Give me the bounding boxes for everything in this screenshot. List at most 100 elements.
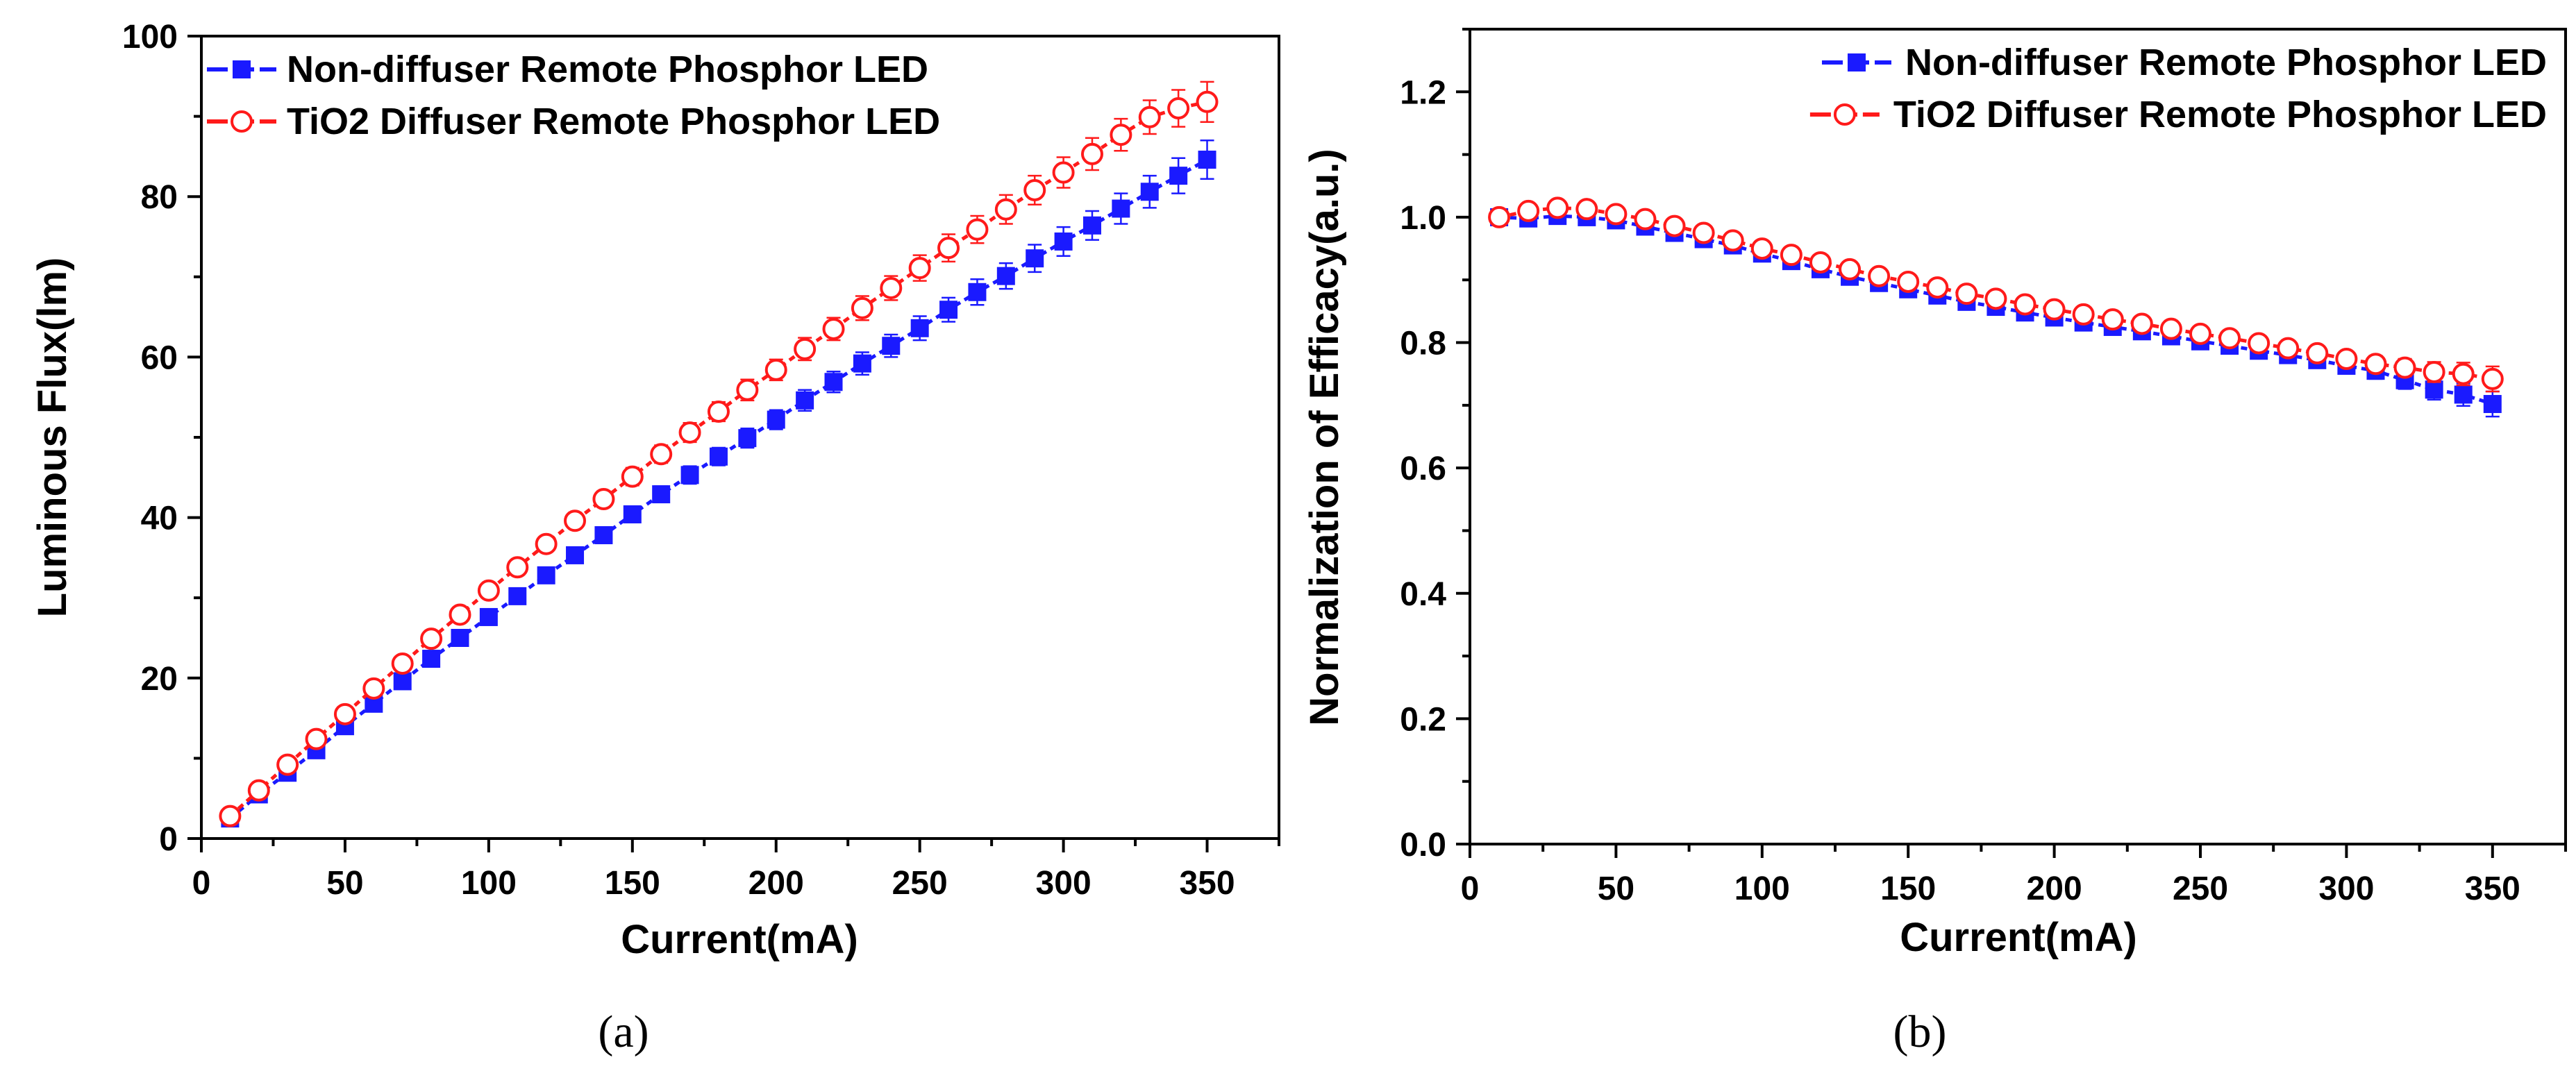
data-point xyxy=(623,505,642,523)
data-point xyxy=(910,319,929,337)
data-point xyxy=(362,677,385,700)
data-point xyxy=(1575,198,1598,221)
data-point xyxy=(564,509,587,532)
data-point xyxy=(767,410,785,429)
series-tio2-diffuser xyxy=(219,81,1219,827)
data-point xyxy=(1897,270,1920,293)
data-point xyxy=(2452,362,2475,385)
data-point xyxy=(1169,167,1188,185)
x-tick-label: 350 xyxy=(1179,865,1235,902)
x-tick-label: 0 xyxy=(192,865,211,902)
data-point xyxy=(449,603,471,626)
series-tio2-diffuser xyxy=(1488,196,2504,393)
series-non-diffuser xyxy=(1490,207,2502,418)
data-point xyxy=(650,443,673,466)
data-point xyxy=(2306,342,2329,364)
x-tick-label: 200 xyxy=(2027,870,2082,907)
legend-marker xyxy=(1833,103,1856,126)
data-point xyxy=(2483,395,2502,414)
data-point xyxy=(822,317,845,340)
x-tick-label: 100 xyxy=(1734,870,1790,907)
legend-marker xyxy=(1847,53,1866,71)
plot-frame xyxy=(1469,28,2567,845)
x-tick-label: 100 xyxy=(461,865,517,902)
data-point xyxy=(794,337,817,360)
data-point xyxy=(219,805,242,827)
data-point xyxy=(851,296,873,319)
data-point xyxy=(2043,298,2066,321)
y-tick-label: 0.2 xyxy=(1400,701,1446,738)
data-point xyxy=(247,779,270,802)
data-point xyxy=(652,485,671,504)
panel-caption: (a) xyxy=(598,1007,649,1057)
data-point xyxy=(824,373,843,391)
data-point xyxy=(1634,208,1657,230)
data-point xyxy=(2425,380,2443,399)
data-point xyxy=(1110,124,1132,146)
data-point xyxy=(796,391,814,410)
data-point xyxy=(2218,327,2241,350)
x-axis-title: Current(mA) xyxy=(621,917,858,962)
y-tick-label: 0.6 xyxy=(1400,450,1446,487)
data-point xyxy=(594,526,613,545)
data-point xyxy=(1052,161,1075,184)
data-point xyxy=(1750,237,1773,260)
data-point xyxy=(1663,214,1686,237)
data-point xyxy=(276,753,299,776)
data-point xyxy=(1488,205,1511,228)
data-point xyxy=(966,218,989,241)
data-point xyxy=(968,283,987,301)
y-tick-label: 1.0 xyxy=(1400,200,1446,237)
data-point xyxy=(880,276,903,299)
data-point xyxy=(939,301,958,319)
y-tick-label: 40 xyxy=(141,500,178,537)
chart-panel-a: 0 50 100 150 200 250 300 350 0 20 40 60 80 100 Current… xyxy=(30,19,1280,1057)
x-tick-label: 150 xyxy=(605,865,660,902)
data-point xyxy=(736,378,759,401)
data-point xyxy=(1926,276,1949,299)
y-tick-label: 0 xyxy=(159,821,178,858)
data-point xyxy=(621,465,644,488)
panel-caption: (b) xyxy=(1893,1007,1947,1057)
data-point xyxy=(391,652,414,675)
data-point xyxy=(1692,221,1715,244)
x-tick-label: 150 xyxy=(1880,870,1936,907)
data-point xyxy=(535,532,558,555)
y-tick-label: 60 xyxy=(141,339,178,376)
data-point xyxy=(707,401,730,423)
data-point xyxy=(479,607,498,626)
y-tick-label: 0.8 xyxy=(1400,326,1446,362)
data-point xyxy=(537,566,555,584)
legend-marker xyxy=(231,110,253,133)
x-tick-label: 50 xyxy=(1598,870,1634,907)
y-axis-title: Normalization of Efficacy(a.u.) xyxy=(1302,149,1347,725)
data-point xyxy=(592,488,615,511)
series-line xyxy=(228,158,1208,820)
data-point xyxy=(1605,203,1628,226)
data-point xyxy=(393,672,412,691)
data-point xyxy=(882,337,901,355)
legend: Non-diffuser Remote Phosphor LED TiO2 Dif… xyxy=(1809,42,2547,135)
chart-panel-b: 0 50 100 150 200 250 300 350 0.0 0.2 0.4 0.6 0.8 1.0 1… xyxy=(1302,28,2567,1057)
data-point xyxy=(333,702,356,725)
data-point xyxy=(2014,293,2036,316)
x-tick-label: 300 xyxy=(2318,870,2374,907)
data-point xyxy=(1517,199,1540,222)
data-point xyxy=(506,556,529,579)
data-point xyxy=(2159,317,2182,340)
data-point xyxy=(420,628,443,650)
data-point xyxy=(2481,367,2504,390)
data-point xyxy=(2189,322,2211,345)
data-point xyxy=(1082,216,1101,235)
data-point xyxy=(678,421,701,444)
data-point xyxy=(1080,142,1103,165)
data-point xyxy=(1023,178,1046,201)
y-tick-label: 1.2 xyxy=(1400,74,1446,111)
data-point xyxy=(477,579,500,602)
y-tick-label: 0.4 xyxy=(1400,576,1446,613)
x-tick-label: 200 xyxy=(748,865,804,902)
legend-label: Non-diffuser Remote Phosphor LED xyxy=(287,49,928,90)
legend: Non-diffuser Remote Phosphor LED TiO2 Dif… xyxy=(207,49,940,142)
data-point xyxy=(1721,229,1744,252)
